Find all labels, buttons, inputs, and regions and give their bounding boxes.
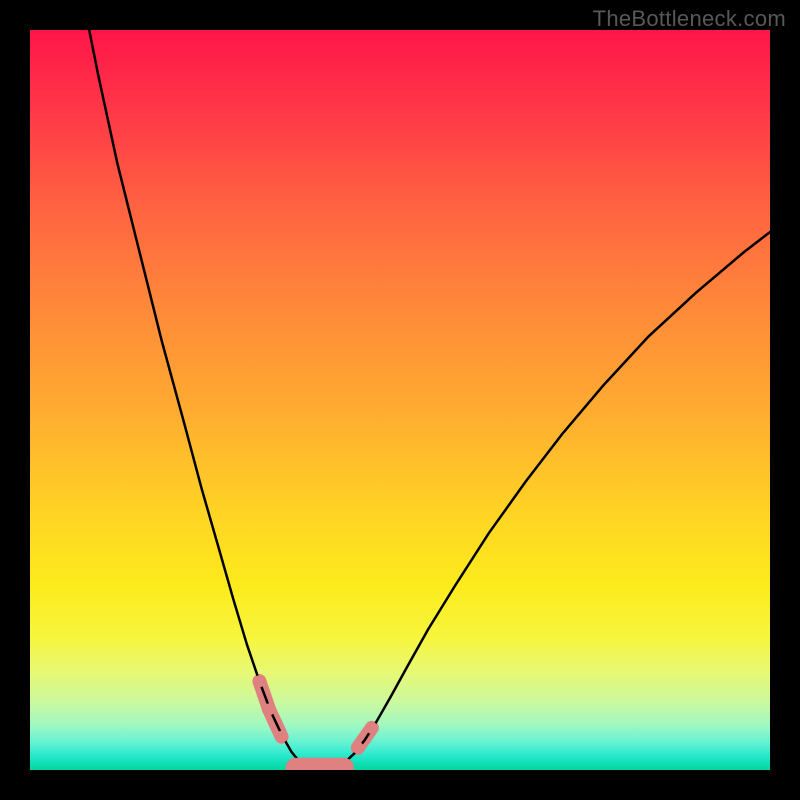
marker-dot [366,722,378,734]
curve-layer [30,30,770,770]
marker-dot [263,703,275,715]
marker-dot [352,742,364,754]
bottleneck-curve [82,30,770,769]
marker-dot [276,731,288,743]
watermark-text: TheBottleneck.com [593,6,786,32]
plot-area [30,30,770,770]
marker-dot [253,675,265,687]
